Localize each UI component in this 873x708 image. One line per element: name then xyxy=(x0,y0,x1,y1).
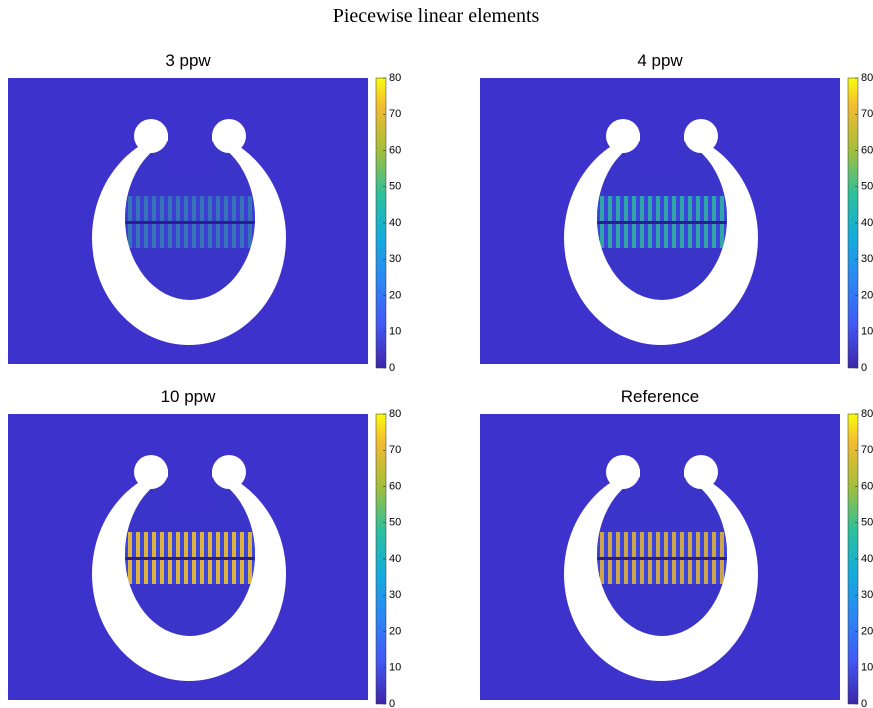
lobe-tip xyxy=(134,455,168,489)
colorbar-tick-label: 10 xyxy=(389,326,401,338)
lobe-tip xyxy=(606,119,640,153)
colorbar-tick-label: 0 xyxy=(861,362,867,374)
colorbar-tick-label: 0 xyxy=(389,362,395,374)
colorbar-tick-label: 50 xyxy=(861,517,873,529)
colorbar-tick-label: 30 xyxy=(861,253,873,265)
colorbar-tick-label: 10 xyxy=(389,662,401,674)
heatmap xyxy=(8,78,368,364)
colorbar-tick-label: 10 xyxy=(861,326,873,338)
lobe-tip xyxy=(684,119,718,153)
node-line xyxy=(125,221,255,224)
opening xyxy=(640,414,684,514)
node-line xyxy=(125,557,255,560)
colorbar-tick-label: 80 xyxy=(389,408,401,420)
panel-title: 10 ppw xyxy=(161,387,217,406)
colorbar-tick-label: 20 xyxy=(389,625,401,637)
colorbar-tick-label: 80 xyxy=(389,72,401,84)
colorbar-tick-label: 40 xyxy=(861,217,873,229)
colorbar-tick-label: 70 xyxy=(389,444,401,456)
opening xyxy=(640,78,684,178)
lobe-tip xyxy=(212,455,246,489)
node-line xyxy=(597,221,727,224)
colorbar-tick-label: 30 xyxy=(389,253,401,265)
colorbar-tick-label: 80 xyxy=(861,408,873,420)
colorbar-tick-label: 10 xyxy=(861,662,873,674)
colorbar-tick-label: 20 xyxy=(389,289,401,301)
colorbar-tick-label: 70 xyxy=(861,108,873,120)
lobe-tip xyxy=(684,455,718,489)
heatmap xyxy=(8,414,368,700)
colorbar-tick-label: 40 xyxy=(861,553,873,565)
node-line xyxy=(597,557,727,560)
figure-title: Piecewise linear elements xyxy=(333,5,540,27)
opening xyxy=(168,78,212,178)
colorbar-tick-label: 70 xyxy=(861,444,873,456)
colorbar-tick-label: 50 xyxy=(861,181,873,193)
colorbar-tick-label: 60 xyxy=(861,480,873,492)
panel-title: 4 ppw xyxy=(637,51,683,70)
focus-region xyxy=(597,532,727,584)
colorbar-tick-label: 0 xyxy=(389,698,395,708)
lobe-tip xyxy=(134,119,168,153)
panel-title: 3 ppw xyxy=(165,51,211,70)
colorbar-tick-label: 40 xyxy=(389,217,401,229)
lobe-tip xyxy=(212,119,246,153)
colorbar-tick-label: 30 xyxy=(861,589,873,601)
heatmap xyxy=(480,414,840,700)
focus-region xyxy=(597,196,727,248)
focus-region xyxy=(125,196,255,248)
colorbar-tick-label: 60 xyxy=(389,144,401,156)
colorbar-tick-label: 60 xyxy=(861,144,873,156)
colorbar-tick-label: 20 xyxy=(861,289,873,301)
focus-region xyxy=(125,532,255,584)
colorbar-tick-label: 80 xyxy=(861,72,873,84)
lobe-tip xyxy=(606,455,640,489)
colorbar-tick-label: 30 xyxy=(389,589,401,601)
colorbar-tick-label: 20 xyxy=(861,625,873,637)
heatmap xyxy=(480,78,840,364)
colorbar-tick-label: 60 xyxy=(389,480,401,492)
panel-title: Reference xyxy=(621,387,699,406)
opening xyxy=(168,414,212,514)
colorbar-tick-label: 50 xyxy=(389,181,401,193)
colorbar-tick-label: 40 xyxy=(389,553,401,565)
colorbar-tick-label: 70 xyxy=(389,108,401,120)
colorbar-tick-label: 50 xyxy=(389,517,401,529)
colorbar-tick-label: 0 xyxy=(861,698,867,708)
